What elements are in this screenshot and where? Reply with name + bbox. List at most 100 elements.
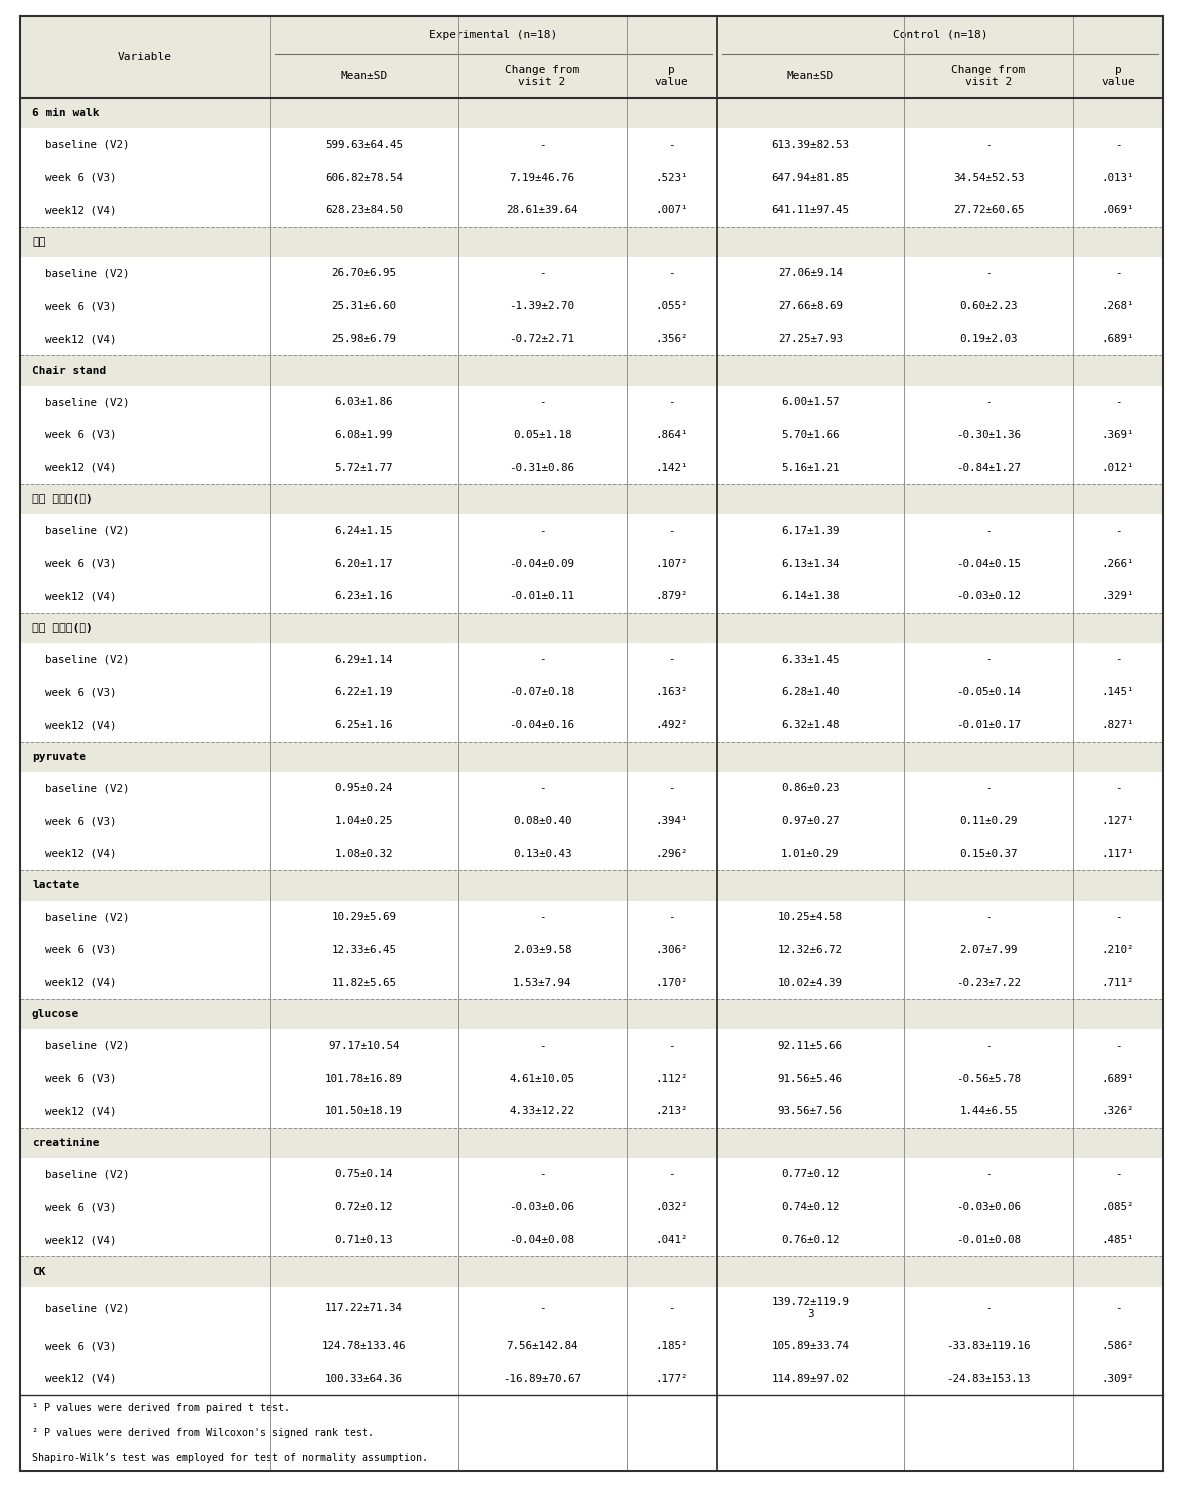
Text: .326²: .326² — [1101, 1106, 1134, 1117]
Text: -: - — [985, 268, 991, 279]
Text: -: - — [538, 655, 545, 665]
Text: week 6 (V3): week 6 (V3) — [45, 1074, 116, 1084]
Text: p
value: p value — [654, 66, 689, 86]
Text: 97.17±10.54: 97.17±10.54 — [328, 1041, 400, 1051]
Text: .523¹: .523¹ — [655, 173, 687, 182]
Text: .007¹: .007¹ — [655, 206, 687, 215]
Text: -: - — [1114, 526, 1121, 535]
Text: 0.15±0.37: 0.15±0.37 — [959, 848, 1017, 859]
Text: week 6 (V3): week 6 (V3) — [45, 301, 116, 312]
Text: 6.08±1.99: 6.08±1.99 — [335, 429, 393, 440]
Text: -0.04±0.16: -0.04±0.16 — [510, 720, 575, 731]
Text: Mean±SD: Mean±SD — [787, 72, 834, 81]
Text: 647.94±81.85: 647.94±81.85 — [771, 173, 849, 182]
Text: -: - — [985, 140, 991, 149]
Text: 6.13±1.34: 6.13±1.34 — [781, 559, 840, 568]
Bar — [20, 98, 1163, 128]
Text: 10.29±5.69: 10.29±5.69 — [331, 912, 396, 921]
Text: -: - — [985, 1169, 991, 1179]
Text: .356²: .356² — [655, 334, 687, 344]
Text: 5.70±1.66: 5.70±1.66 — [781, 429, 840, 440]
Text: ¹ P values were derived from paired t test.: ¹ P values were derived from paired t te… — [32, 1403, 290, 1413]
Text: 92.11±5.66: 92.11±5.66 — [778, 1041, 842, 1051]
Text: 91.56±5.46: 91.56±5.46 — [778, 1074, 842, 1084]
Text: .827¹: .827¹ — [1101, 720, 1134, 731]
Text: .306²: .306² — [655, 945, 687, 954]
Text: 93.56±7.56: 93.56±7.56 — [778, 1106, 842, 1117]
Text: 6.33±1.45: 6.33±1.45 — [781, 655, 840, 665]
Text: -: - — [1114, 140, 1121, 149]
Text: week12 (V4): week12 (V4) — [45, 206, 116, 215]
Text: -: - — [668, 655, 674, 665]
Text: 1.08±0.32: 1.08±0.32 — [335, 848, 393, 859]
Text: -0.03±0.12: -0.03±0.12 — [956, 592, 1021, 601]
Text: week12 (V4): week12 (V4) — [45, 592, 116, 601]
Text: -: - — [668, 1303, 674, 1314]
Text: 2.03±9.58: 2.03±9.58 — [513, 945, 571, 954]
Text: 하지 근육량(좌): 하지 근육량(좌) — [32, 495, 92, 504]
Text: .329¹: .329¹ — [1101, 592, 1134, 601]
Text: 101.50±18.19: 101.50±18.19 — [325, 1106, 403, 1117]
Text: 25.98±6.79: 25.98±6.79 — [331, 334, 396, 344]
Text: -: - — [1114, 397, 1121, 407]
Text: -1.39±2.70: -1.39±2.70 — [510, 301, 575, 312]
Text: 1.53±7.94: 1.53±7.94 — [513, 978, 571, 987]
Text: 6.03±1.86: 6.03±1.86 — [335, 397, 393, 407]
Text: 4.33±12.22: 4.33±12.22 — [510, 1106, 575, 1117]
Text: -: - — [538, 783, 545, 793]
Text: .163²: .163² — [655, 687, 687, 698]
Text: .185²: .185² — [655, 1340, 687, 1351]
Text: Mean±SD: Mean±SD — [341, 72, 388, 81]
Text: 27.25±7.93: 27.25±7.93 — [778, 334, 842, 344]
Text: week12 (V4): week12 (V4) — [45, 1106, 116, 1117]
Text: -: - — [668, 1041, 674, 1051]
Bar — [20, 741, 1163, 772]
Text: 0.08±0.40: 0.08±0.40 — [513, 816, 571, 826]
Text: -: - — [668, 783, 674, 793]
Text: .394¹: .394¹ — [655, 816, 687, 826]
Text: 0.71±0.13: 0.71±0.13 — [335, 1235, 393, 1245]
Text: .268¹: .268¹ — [1101, 301, 1134, 312]
Text: 101.78±16.89: 101.78±16.89 — [325, 1074, 403, 1084]
Text: -: - — [1114, 912, 1121, 921]
Text: baseline (V2): baseline (V2) — [45, 1169, 129, 1179]
Text: -33.83±119.16: -33.83±119.16 — [946, 1340, 1030, 1351]
Text: -: - — [668, 1169, 674, 1179]
Text: 27.66±8.69: 27.66±8.69 — [778, 301, 842, 312]
Text: 6.32±1.48: 6.32±1.48 — [781, 720, 840, 731]
Text: -0.04±0.09: -0.04±0.09 — [510, 559, 575, 568]
Text: baseline (V2): baseline (V2) — [45, 1303, 129, 1314]
Text: 6 min walk: 6 min walk — [32, 109, 99, 118]
Text: -24.83±153.13: -24.83±153.13 — [946, 1373, 1030, 1384]
Text: -: - — [668, 397, 674, 407]
Text: -0.01±0.11: -0.01±0.11 — [510, 592, 575, 601]
Text: .107²: .107² — [655, 559, 687, 568]
Text: .177²: .177² — [655, 1373, 687, 1384]
Text: 27.72±60.65: 27.72±60.65 — [952, 206, 1024, 215]
Text: Chair stand: Chair stand — [32, 365, 106, 376]
Text: 7.19±46.76: 7.19±46.76 — [510, 173, 575, 182]
Text: -: - — [1114, 268, 1121, 279]
Text: week 6 (V3): week 6 (V3) — [45, 559, 116, 568]
Text: .069¹: .069¹ — [1101, 206, 1134, 215]
Text: 6.23±1.16: 6.23±1.16 — [335, 592, 393, 601]
Text: 6.14±1.38: 6.14±1.38 — [781, 592, 840, 601]
Text: 6.25±1.16: 6.25±1.16 — [335, 720, 393, 731]
Text: .309²: .309² — [1101, 1373, 1134, 1384]
Text: creatinine: creatinine — [32, 1138, 99, 1148]
Text: baseline (V2): baseline (V2) — [45, 912, 129, 921]
Text: .012¹: .012¹ — [1101, 462, 1134, 473]
Text: 하지 근육량(우): 하지 근육량(우) — [32, 623, 92, 634]
Text: baseline (V2): baseline (V2) — [45, 1041, 129, 1051]
Text: -: - — [1114, 1169, 1121, 1179]
Text: .112²: .112² — [655, 1074, 687, 1084]
Text: -0.03±0.06: -0.03±0.06 — [956, 1202, 1021, 1212]
Text: lactate: lactate — [32, 881, 79, 890]
Text: .266¹: .266¹ — [1101, 559, 1134, 568]
Bar — [20, 1127, 1163, 1159]
Text: -0.72±2.71: -0.72±2.71 — [510, 334, 575, 344]
Text: .586²: .586² — [1101, 1340, 1134, 1351]
Text: glucose: glucose — [32, 1009, 79, 1020]
Text: -: - — [668, 140, 674, 149]
Text: 4.61±10.05: 4.61±10.05 — [510, 1074, 575, 1084]
